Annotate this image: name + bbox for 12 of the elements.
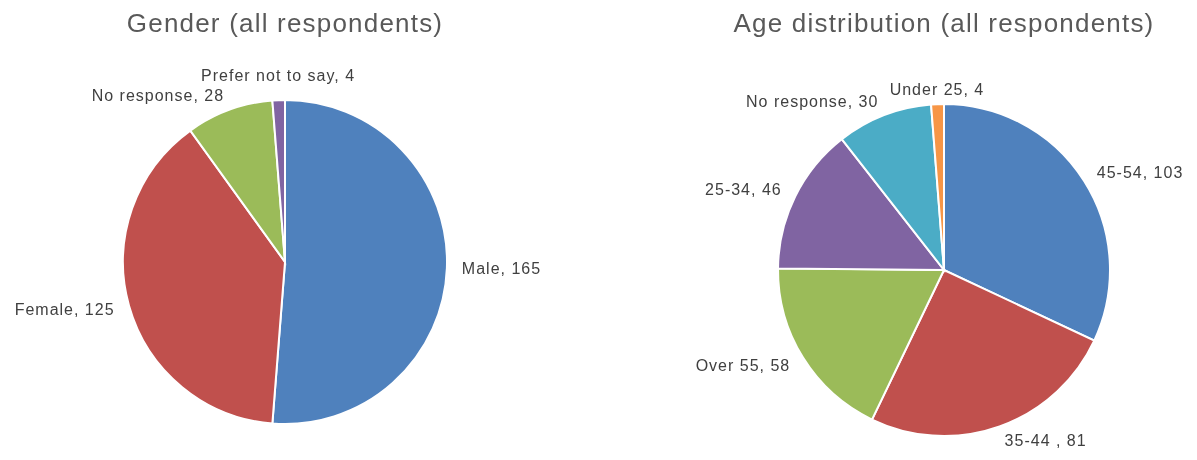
slice-label: Female, 125	[14, 301, 115, 319]
slice-label: 25-34, 46	[705, 181, 782, 199]
chart-title: Age distribution (all respondents)	[733, 8, 1155, 38]
chart-title: Gender (all respondents)	[126, 8, 444, 38]
slice-label: Prefer not to say, 4	[201, 66, 356, 84]
slice-label: 45-54, 103	[1096, 164, 1184, 182]
slice-label: Male, 165	[461, 260, 542, 278]
slice-label: No response, 30	[746, 92, 879, 110]
slice-label: Under 25, 4	[889, 80, 985, 98]
slice-label: 35-44 , 81	[1004, 432, 1087, 450]
slice-label: Over 55, 58	[695, 357, 791, 375]
slice-label: No response, 28	[91, 87, 225, 105]
